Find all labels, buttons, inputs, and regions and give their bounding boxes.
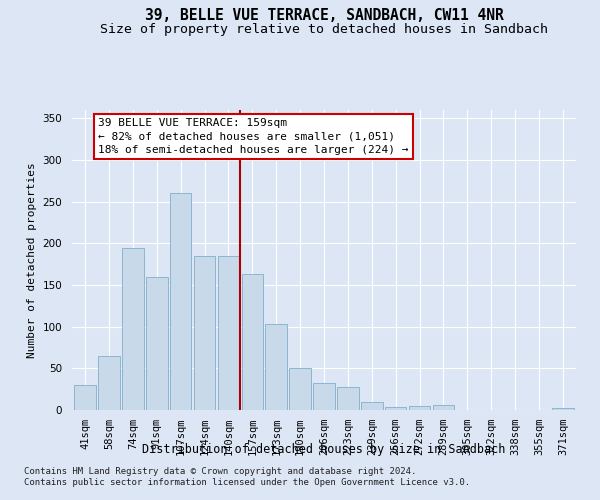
Bar	[98, 356, 120, 410]
Y-axis label: Number of detached properties: Number of detached properties	[27, 162, 37, 358]
Bar	[242, 274, 263, 410]
Bar	[218, 256, 239, 410]
Text: Contains public sector information licensed under the Open Government Licence v3: Contains public sector information licen…	[24, 478, 470, 487]
Text: 39, BELLE VUE TERRACE, SANDBACH, CW11 4NR: 39, BELLE VUE TERRACE, SANDBACH, CW11 4N…	[145, 8, 503, 22]
Text: Size of property relative to detached houses in Sandbach: Size of property relative to detached ho…	[100, 22, 548, 36]
Bar	[337, 386, 359, 410]
Bar	[361, 402, 383, 410]
Bar	[194, 256, 215, 410]
Bar	[170, 194, 191, 410]
Text: Distribution of detached houses by size in Sandbach: Distribution of detached houses by size …	[142, 442, 506, 456]
Bar	[146, 276, 167, 410]
Bar	[74, 385, 96, 410]
Bar	[122, 248, 143, 410]
Bar	[313, 384, 335, 410]
Bar	[265, 324, 287, 410]
Text: 39 BELLE VUE TERRACE: 159sqm
← 82% of detached houses are smaller (1,051)
18% of: 39 BELLE VUE TERRACE: 159sqm ← 82% of de…	[98, 118, 409, 154]
Bar	[409, 406, 430, 410]
Bar	[289, 368, 311, 410]
Bar	[385, 406, 406, 410]
Bar	[552, 408, 574, 410]
Text: Contains HM Land Registry data © Crown copyright and database right 2024.: Contains HM Land Registry data © Crown c…	[24, 467, 416, 476]
Bar	[433, 405, 454, 410]
